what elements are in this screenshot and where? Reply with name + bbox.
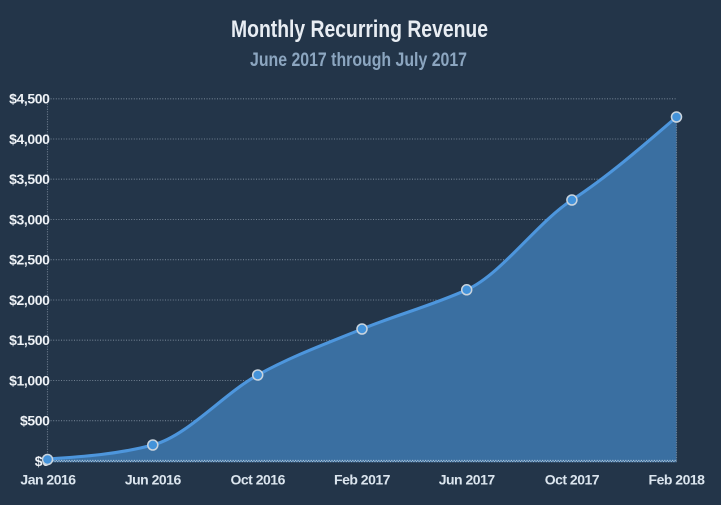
svg-text:$3,500: $3,500 <box>9 171 50 187</box>
svg-text:$1,500: $1,500 <box>9 332 50 348</box>
svg-text:Jun 2017: Jun 2017 <box>439 472 496 488</box>
svg-text:$500: $500 <box>20 413 50 429</box>
svg-text:$1,000: $1,000 <box>9 372 50 388</box>
svg-text:$4,000: $4,000 <box>9 131 50 147</box>
svg-text:Oct 2017: Oct 2017 <box>545 472 600 488</box>
svg-text:Jun 2016: Jun 2016 <box>125 472 182 488</box>
svg-text:Oct 2016: Oct 2016 <box>231 472 286 488</box>
svg-text:$4,500: $4,500 <box>9 91 50 107</box>
svg-text:Feb 2017: Feb 2017 <box>334 472 391 488</box>
svg-text:$3,000: $3,000 <box>9 211 50 227</box>
svg-text:Jan 2016: Jan 2016 <box>20 472 76 488</box>
svg-text:Feb 2018: Feb 2018 <box>649 472 706 488</box>
svg-text:$2,500: $2,500 <box>9 252 50 268</box>
svg-text:Monthly Recurring Revenue: Monthly Recurring Revenue <box>231 16 488 43</box>
svg-text:$2,000: $2,000 <box>9 292 50 308</box>
svg-text:June 2017 through July 2017: June 2017 through July 2017 <box>250 50 467 71</box>
